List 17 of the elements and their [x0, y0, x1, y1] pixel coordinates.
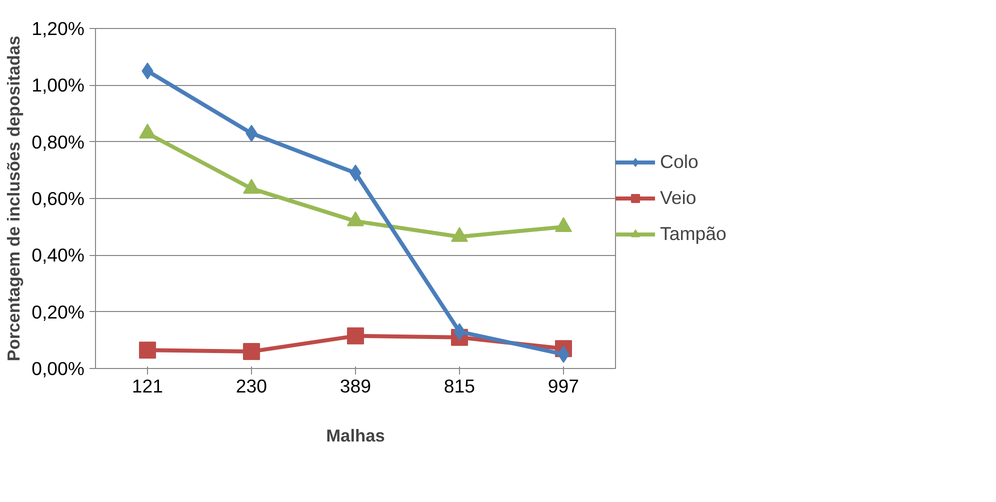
y-tick-label: 0,40%: [32, 244, 85, 266]
legend-label: Tampão: [660, 223, 726, 245]
legend-label: Colo: [660, 151, 698, 173]
x-tick-label: 121: [132, 376, 164, 396]
x-tick-label: 815: [444, 376, 476, 396]
y-tick-label: 0,00%: [32, 358, 85, 379]
y-axis-title: Porcentagem de inclusões depositadas: [4, 36, 24, 362]
y-tick-label: 1,20%: [32, 18, 85, 39]
x-axis-title: Malhas: [326, 426, 385, 446]
legend-label: Veio: [660, 187, 696, 209]
x-tick-label: 997: [548, 376, 580, 396]
y-tick-label: 0,80%: [32, 131, 85, 152]
y-tick-label: 0,20%: [32, 301, 85, 322]
y-tick-label: 0,60%: [32, 188, 85, 209]
x-tick-label: 230: [236, 376, 268, 396]
y-tick-label: 1,00%: [32, 74, 85, 96]
x-tick-label: 389: [340, 376, 372, 396]
